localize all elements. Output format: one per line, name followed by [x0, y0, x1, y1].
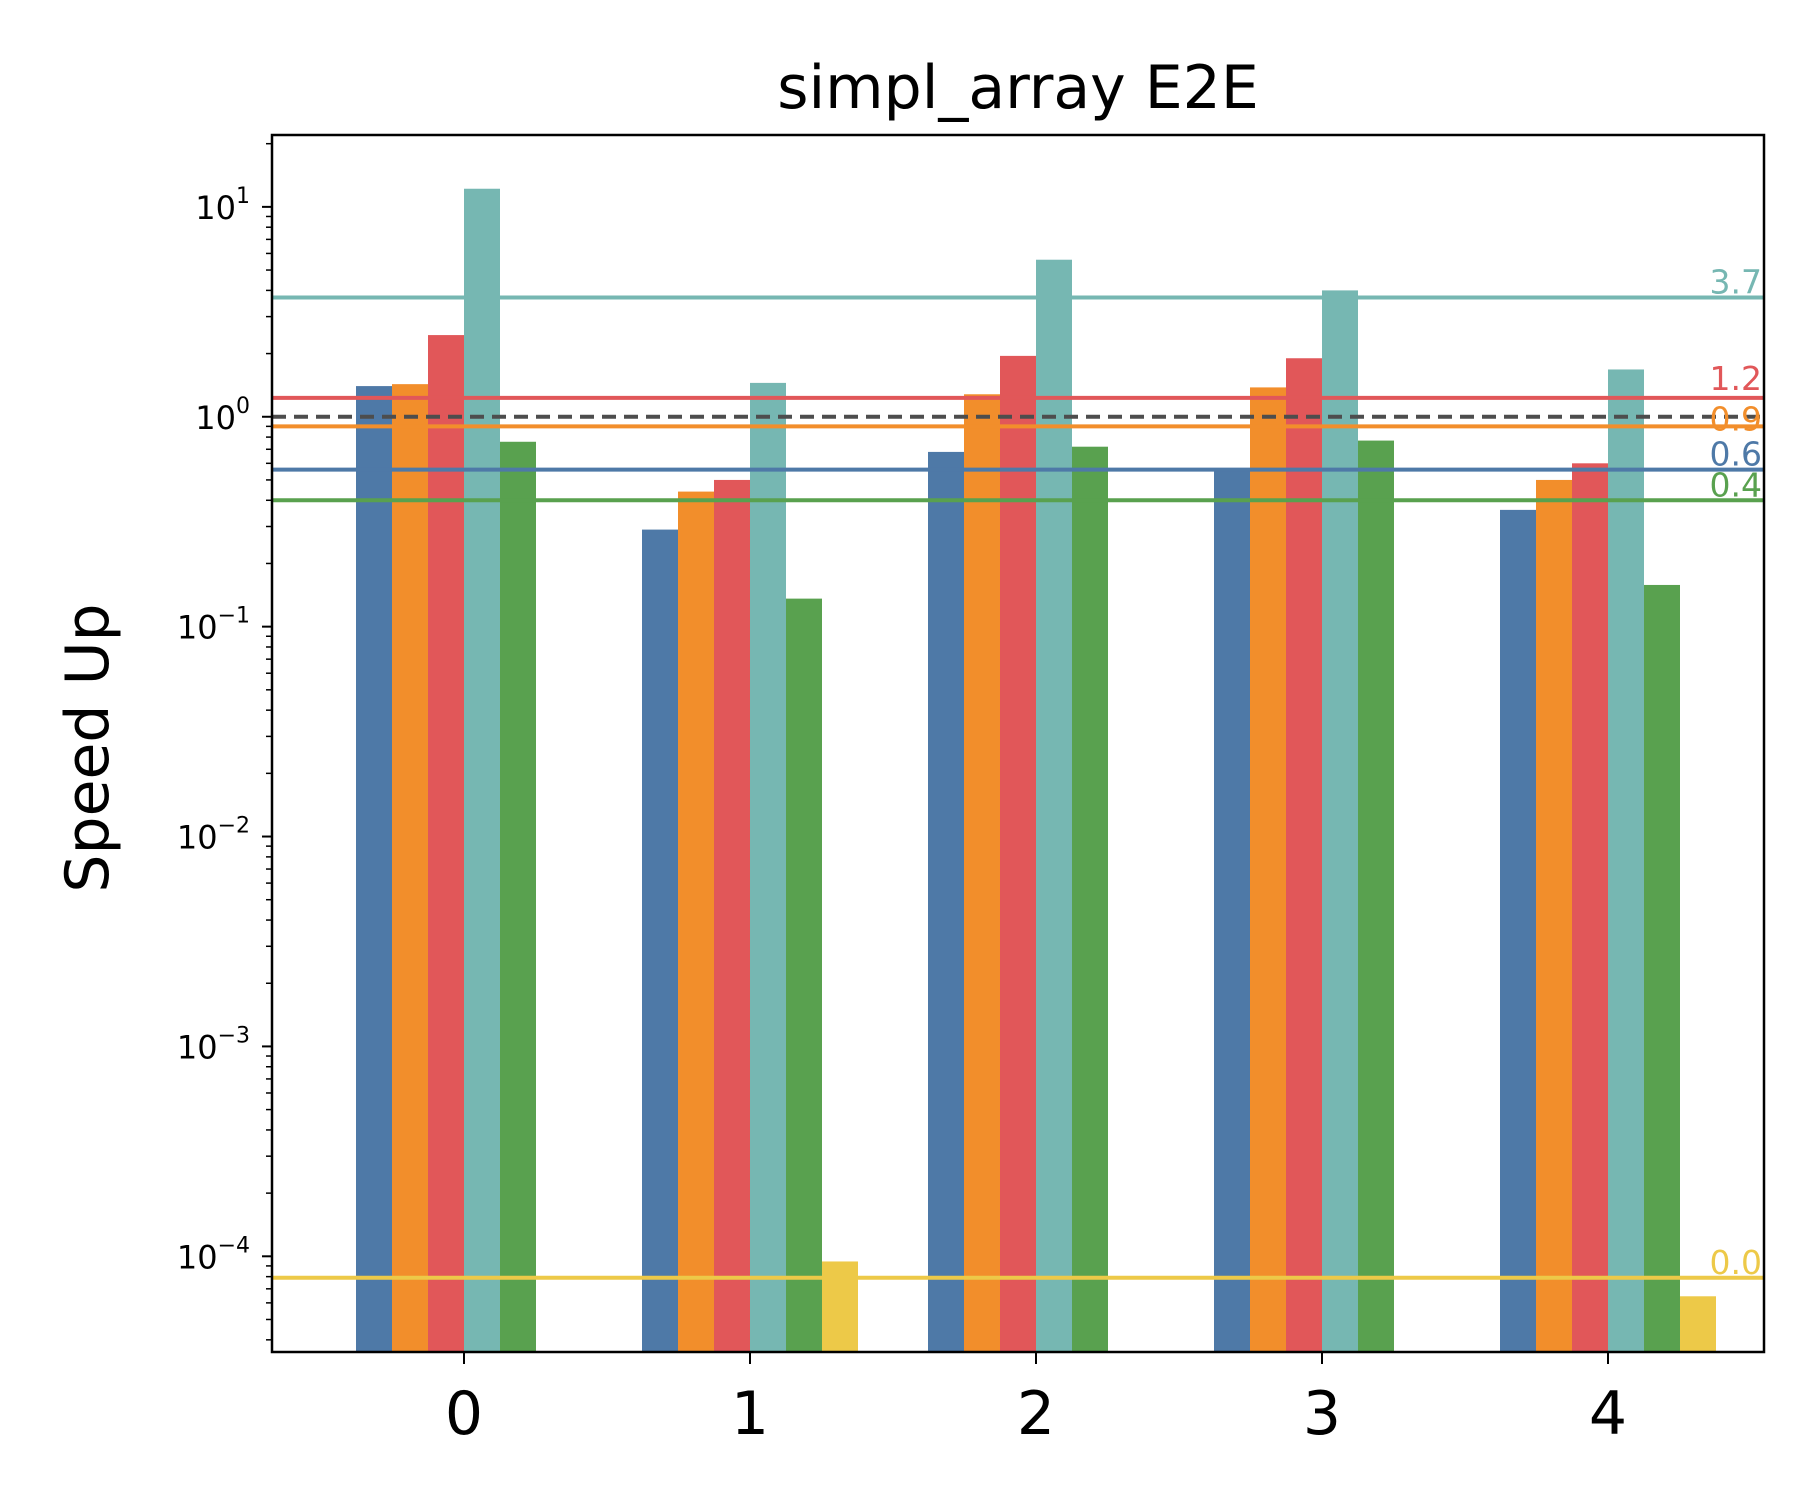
- mean-label-series-3: 3.7: [1710, 263, 1762, 302]
- y-tick-label-2: 10−1: [177, 604, 250, 647]
- bar-series-2-cat-3: [1286, 358, 1322, 1352]
- y-tick-label-4: 10−3: [177, 1023, 250, 1066]
- y-axis-label: Speed Up: [53, 603, 123, 892]
- bar-series-5-cat-1: [822, 1261, 858, 1352]
- bar-series-4-cat-1: [786, 598, 822, 1352]
- bar-series-1-cat-4: [1536, 479, 1572, 1352]
- bar-series-5-cat-4: [1680, 1296, 1716, 1352]
- bar-series-3-cat-1: [750, 382, 786, 1352]
- x-tick-label-1: 1: [731, 1379, 769, 1449]
- x-tick-label-3: 3: [1303, 1379, 1341, 1449]
- bar-series-2-cat-0: [428, 335, 464, 1353]
- bar-series-1-cat-3: [1250, 387, 1286, 1352]
- bar-series-0-cat-3: [1214, 468, 1250, 1352]
- bar-series-3-cat-4: [1608, 369, 1644, 1353]
- y-tick-label-3: 10−2: [177, 814, 250, 857]
- bar-series-0-cat-1: [642, 529, 678, 1352]
- bar-series-4-cat-0: [500, 441, 536, 1352]
- bar-series-0-cat-0: [356, 386, 392, 1353]
- bar-series-1-cat-1: [678, 491, 714, 1353]
- plot-area: 0.60.91.2 3.7 0.4 0.0 101 100 10−1 10−2 10−3 10−4…: [177, 133, 1766, 1449]
- x-tick-label-2: 2: [1017, 1379, 1055, 1449]
- bar-series-0-cat-2: [928, 451, 964, 1352]
- bar-series-1-cat-0: [392, 384, 428, 1352]
- bar-series-2-cat-1: [714, 479, 750, 1352]
- bar-series-3-cat-2: [1036, 259, 1072, 1353]
- y-tick-label-5: 10−4: [177, 1233, 250, 1276]
- bar-series-3-cat-3: [1322, 290, 1358, 1352]
- mean-label-series-2: 1.2: [1710, 359, 1762, 398]
- axes-frame: [270, 133, 1766, 1354]
- y-tick-label-1: 100: [195, 394, 250, 437]
- x-tick-label-4: 4: [1589, 1379, 1627, 1449]
- bar-series-2-cat-2: [1000, 355, 1036, 1352]
- mean-label-series-1: 0.9: [1710, 399, 1762, 438]
- bar-series-4-cat-2: [1072, 446, 1108, 1352]
- mean-label-series-5: 0.0: [1710, 1243, 1762, 1282]
- bar-series-3-cat-0: [464, 188, 500, 1353]
- bar-series-0-cat-4: [1500, 509, 1536, 1352]
- bar-series-4-cat-4: [1644, 584, 1680, 1352]
- mean-label-series-0: 0.6: [1710, 435, 1762, 474]
- bar-series-1-cat-2: [964, 394, 1000, 1352]
- mean-label-series-4: 0.4: [1710, 465, 1762, 504]
- y-tick-label-0: 101: [195, 184, 250, 227]
- bar-series-4-cat-3: [1358, 440, 1394, 1353]
- chart-title: simpl_array E2E: [777, 53, 1259, 123]
- x-tick-label-0: 0: [445, 1379, 483, 1449]
- bar-series-2-cat-4: [1572, 463, 1608, 1352]
